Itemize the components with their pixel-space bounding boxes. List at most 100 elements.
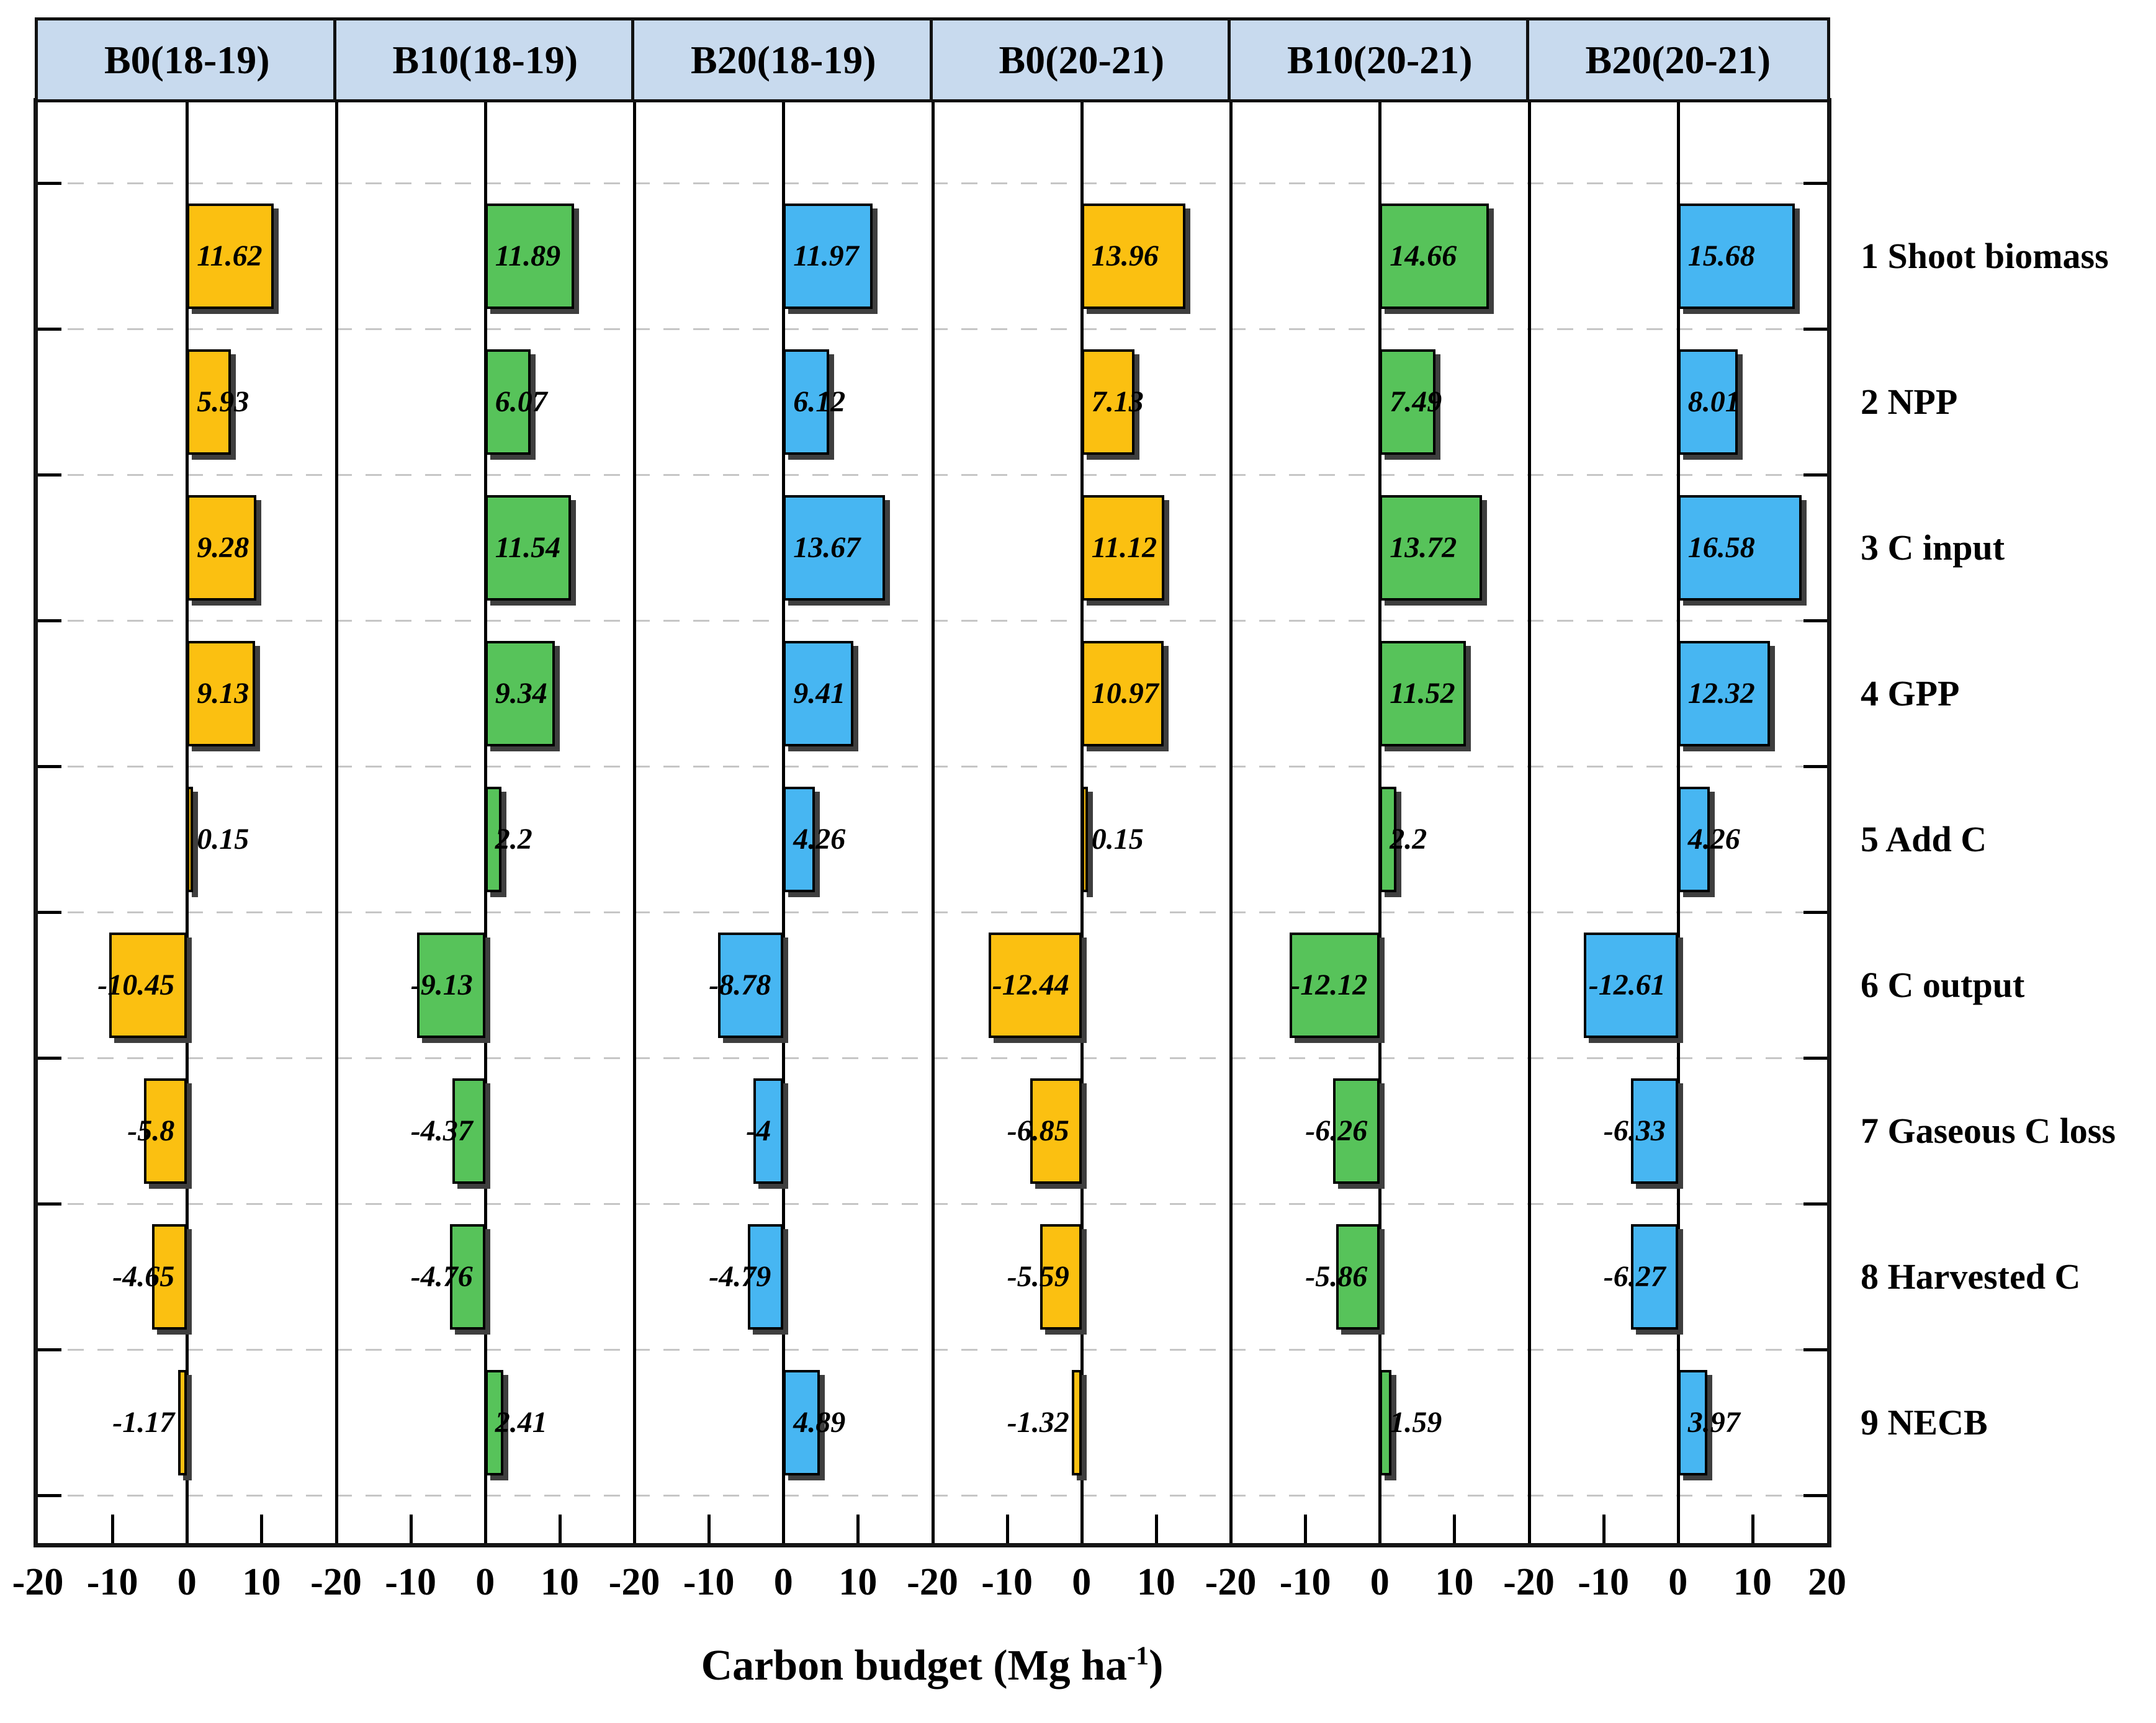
value-label: 13.72 (1390, 531, 1457, 564)
x-tick-mark (856, 1515, 860, 1543)
x-tick-mark (409, 1515, 413, 1543)
bar-B10(18-19)-row8 (449, 1224, 485, 1330)
value-label: -4.65 (112, 1260, 175, 1293)
bar-B0(20-21)-row4 (1081, 640, 1164, 746)
bar-B0(20-21)-row1 (1081, 203, 1186, 309)
category-label-2: 2 NPP (1861, 382, 1958, 422)
y-tick-right (1803, 911, 1827, 914)
bar-B20(18-19)-row7 (753, 1078, 784, 1184)
x-tick-mark (260, 1515, 264, 1543)
value-label: 1.59 (1390, 1406, 1442, 1439)
x-tick-mark (1453, 1515, 1457, 1543)
value-label: 8.01 (1687, 385, 1740, 418)
value-label: 11.12 (1091, 531, 1157, 564)
bar-B20(18-19)-row9 (783, 1369, 820, 1475)
bar-B0(18-19)-row6 (109, 932, 187, 1038)
panel-header-B0(18-19): B0(18-19) (35, 17, 339, 102)
value-label: 2.2 (495, 823, 532, 856)
bar-B10(18-19)-row9 (485, 1369, 503, 1475)
x-tick-label: 0 (773, 1561, 793, 1603)
bar-B0(20-21)-row2 (1081, 349, 1135, 455)
bar-B0(18-19)-row8 (152, 1224, 187, 1330)
category-label-7: 7 Gaseous C loss (1861, 1111, 2116, 1151)
x-tick-label: -10 (385, 1561, 436, 1603)
value-label: -6.27 (1603, 1260, 1666, 1293)
bar-B10(20-21)-row2 (1380, 349, 1436, 455)
x-tick-mark (111, 1515, 115, 1543)
y-tick-right (1803, 328, 1827, 331)
x-axis-title: Carbon budget (Mg ha-1) (701, 1641, 1164, 1691)
value-label: 7.13 (1091, 385, 1144, 418)
value-label: -12.44 (992, 969, 1069, 1001)
bar-B10(18-19)-row4 (485, 640, 555, 746)
x-tick-label: 10 (838, 1561, 878, 1603)
x-tick-label: 10 (1435, 1561, 1474, 1603)
value-label: 7.49 (1390, 385, 1442, 418)
value-label: -10.45 (97, 969, 175, 1001)
bar-B10(20-21)-row4 (1380, 640, 1466, 746)
panel-header-B20(18-19): B20(18-19) (631, 17, 936, 102)
value-label: 9.34 (495, 677, 547, 710)
panel-header-B10(20-21): B10(20-21) (1228, 17, 1532, 102)
bar-B0(20-21)-row3 (1081, 495, 1165, 601)
y-tick-left (38, 911, 61, 914)
value-label: 14.66 (1390, 239, 1457, 272)
x-tick-mark (707, 1515, 711, 1543)
bar-B10(18-19)-row1 (485, 203, 574, 309)
y-tick-right (1803, 765, 1827, 768)
bar-B0(20-21)-row8 (1040, 1224, 1082, 1330)
value-label: 11.54 (495, 531, 561, 564)
bar-B10(18-19)-row3 (485, 495, 572, 601)
x-tick-label: 0 (1370, 1561, 1390, 1603)
x-tick-label: 0 (1072, 1561, 1092, 1603)
value-label: -4.37 (410, 1114, 473, 1147)
bar-B20(18-19)-row8 (747, 1224, 784, 1330)
value-label: 4.26 (1687, 823, 1740, 856)
x-tick-label: -10 (1578, 1561, 1629, 1603)
value-label: 4.89 (793, 1406, 846, 1439)
value-label: -4.76 (410, 1260, 473, 1293)
bar-B20(20-21)-row2 (1678, 349, 1738, 455)
y-tick-left (38, 1057, 61, 1060)
value-label: 13.67 (793, 531, 861, 564)
value-label: -4.79 (709, 1260, 771, 1293)
bar-B10(20-21)-row7 (1333, 1078, 1380, 1184)
x-axis-title-text: Carbon budget (Mg ha (701, 1642, 1128, 1689)
bar-B20(18-19)-row4 (783, 640, 854, 746)
bar-B10(18-19)-row6 (417, 932, 485, 1038)
x-tick-label: -10 (683, 1561, 735, 1603)
panel-divider (1229, 102, 1233, 1543)
x-tick-label: -20 (907, 1561, 958, 1603)
value-label: 10.97 (1091, 677, 1159, 710)
x-tick-label: 10 (1733, 1561, 1772, 1603)
bar-B10(18-19)-row2 (485, 349, 531, 455)
category-label-4: 4 GPP (1861, 673, 1960, 714)
x-tick-label: -20 (608, 1561, 660, 1603)
y-tick-right (1803, 182, 1827, 185)
bar-B20(18-19)-row5 (783, 786, 815, 892)
value-label: 6.12 (793, 385, 846, 418)
y-tick-right (1803, 619, 1827, 622)
value-label: 16.58 (1687, 531, 1755, 564)
value-label: -1.32 (1007, 1406, 1069, 1439)
bar-B0(18-19)-row9 (178, 1369, 187, 1475)
value-label: 9.41 (793, 677, 846, 710)
x-tick-label: 10 (1136, 1561, 1175, 1603)
bar-B0(20-21)-row9 (1071, 1369, 1082, 1475)
x-tick-label: -20 (1503, 1561, 1555, 1603)
category-label-9: 9 NECB (1861, 1402, 1988, 1443)
value-label: -6.26 (1305, 1114, 1368, 1147)
y-tick-left (38, 1494, 61, 1497)
bar-B20(20-21)-row8 (1631, 1224, 1678, 1330)
bar-B10(20-21)-row1 (1380, 203, 1489, 309)
panel-divider (1527, 102, 1531, 1543)
value-label: -6.85 (1007, 1114, 1069, 1147)
panel-divider (931, 102, 935, 1543)
panel-divider (335, 102, 338, 1543)
value-label: 9.13 (197, 677, 249, 710)
value-label: 11.97 (793, 239, 859, 272)
y-tick-right (1803, 1057, 1827, 1060)
bar-B0(18-19)-row1 (187, 203, 274, 309)
bar-B10(20-21)-row5 (1380, 786, 1396, 892)
